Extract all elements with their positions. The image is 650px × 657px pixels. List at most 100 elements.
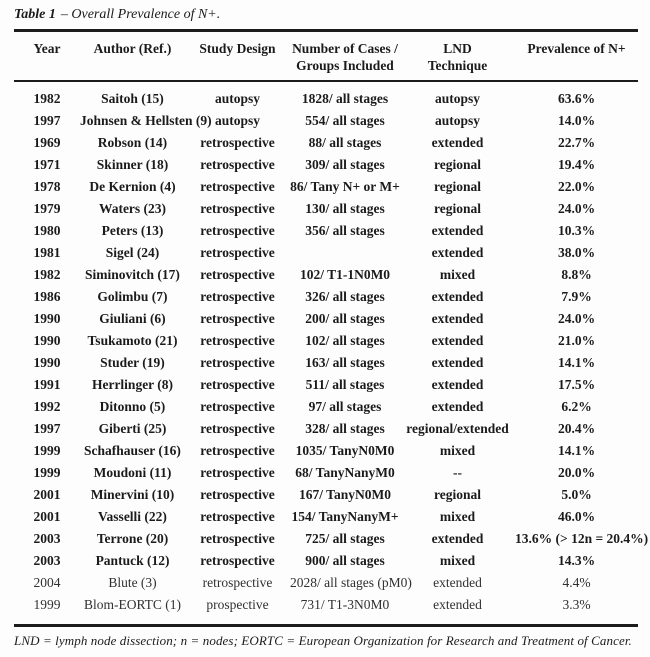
cell-year: 1969 (33, 135, 61, 150)
cell-author: Studer (19) (100, 355, 165, 370)
cell-study-design: retrospective (200, 333, 275, 348)
cell-author: Tsukamoto (21) (87, 333, 178, 348)
cell-year: 1990 (33, 311, 61, 326)
cell-cases: 326/ all stages (305, 289, 385, 304)
cell-lnd-technique: extended (431, 135, 484, 150)
table-row: 1986 Golimbu (7) retrospective 326/ all … (14, 286, 638, 308)
cell-cases: 309/ all stages (305, 157, 385, 172)
cell-author: De Kernion (4) (89, 179, 176, 194)
cell-study-design: retrospective (200, 355, 275, 370)
cell-study-design: prospective (206, 597, 269, 612)
cell-study-design: autopsy (214, 113, 260, 128)
cell-cases: 97/ all stages (308, 399, 382, 414)
cell-study-design: retrospective (200, 443, 275, 458)
cell-author: Blom-EORTC (1) (83, 597, 182, 612)
cell-year: 1991 (33, 377, 61, 392)
cell-author: Siminovitch (17) (85, 267, 180, 282)
cell-study-design: retrospective (200, 311, 275, 326)
cell-study-design: retrospective (200, 135, 275, 150)
cell-author: Vasselli (22) (98, 509, 167, 524)
table-row: 2003 Terrone (20) retrospective 725/ all… (14, 528, 649, 550)
header-lnd-technique: LND Technique (400, 32, 515, 82)
cell-cases: 1828/ all stages (301, 91, 389, 106)
table-row: 2003 Pantuck (12) retrospective 900/ all… (14, 550, 638, 572)
cell-cases: 900/ all stages (305, 553, 385, 568)
cell-author: Minervini (10) (90, 487, 175, 502)
cell-study-design: retrospective (200, 377, 275, 392)
cell-cases: 130/ all stages (305, 201, 385, 216)
cell-prevalence: 14.1% (557, 443, 596, 458)
cell-year: 1999 (33, 597, 61, 612)
cell-author: Golimbu (7) (97, 289, 168, 304)
cell-prevalence: 24.0% (557, 201, 596, 216)
bottom-rule (14, 624, 638, 627)
cell-study-design: retrospective (200, 531, 275, 546)
top-rule (14, 29, 638, 32)
cell-cases: 2028/ all stages (pM0) (290, 575, 412, 590)
cell-prevalence: 14.3% (557, 553, 596, 568)
table-title: Table 1 – Overall Prevalence of N+. (14, 6, 638, 23)
cell-cases (290, 242, 400, 264)
cell-cases: 163/ all stages (305, 355, 385, 370)
cell-author: Ditonno (5) (99, 399, 166, 414)
cell-lnd-technique: extended (431, 289, 484, 304)
cell-lnd-technique: extended (431, 377, 484, 392)
cell-author: Robson (14) (97, 135, 168, 150)
cell-lnd-technique: extended (431, 311, 484, 326)
cell-prevalence: 8.8% (561, 267, 592, 282)
cell-author: Peters (13) (101, 223, 164, 238)
cell-cases: 68/ TanyNanyM0 (295, 465, 395, 480)
cell-study-design: retrospective (200, 267, 275, 282)
cell-year: 2003 (33, 553, 61, 568)
table-row: 2004 Blute (3) retrospective 2028/ all s… (14, 572, 638, 594)
cell-author: Pantuck (12) (95, 553, 170, 568)
cell-prevalence: 20.0% (557, 465, 596, 480)
cell-lnd-technique: extended (431, 399, 484, 414)
cell-lnd-technique: -- (453, 465, 462, 480)
cell-study-design: retrospective (200, 289, 275, 304)
cell-year: 2001 (33, 487, 61, 502)
cell-prevalence: 21.0% (557, 333, 596, 348)
cell-author: Sigel (24) (105, 245, 160, 260)
table-row: 1999 Schafhauser (16) retrospective 1035… (14, 440, 638, 462)
cell-lnd-technique: mixed (439, 553, 476, 568)
cell-lnd-technique: extended (431, 245, 484, 260)
cell-prevalence: 19.4% (557, 157, 596, 172)
cell-prevalence: 14.0% (557, 113, 596, 128)
cell-study-design: retrospective (200, 179, 275, 194)
cell-author: Moudoni (11) (93, 465, 172, 480)
cell-author: Herrlinger (8) (91, 377, 174, 392)
cell-study-design: retrospective (200, 487, 275, 502)
table-row: 1991 Herrlinger (8) retrospective 511/ a… (14, 374, 638, 396)
cell-prevalence: 10.3% (557, 223, 596, 238)
cell-cases: 102/ all stages (305, 333, 385, 348)
cell-lnd-technique: extended (431, 223, 484, 238)
cell-prevalence: 4.4% (562, 575, 591, 590)
cell-cases: 88/ all stages (308, 135, 382, 150)
cell-prevalence: 63.6% (557, 91, 596, 106)
cell-author: Terrone (20) (96, 531, 169, 546)
cell-author: Schafhauser (16) (84, 443, 181, 458)
cell-year: 1979 (33, 201, 61, 216)
cell-year: 1982 (33, 91, 61, 106)
cell-year: 1980 (33, 223, 61, 238)
table-row: 1990 Studer (19) retrospective 163/ all … (14, 352, 638, 374)
cell-year: 1997 (33, 113, 61, 128)
cell-year: 2001 (33, 509, 61, 524)
table-row: 1997 Giberti (25) retrospective 328/ all… (14, 418, 638, 440)
cell-author: Saitoh (15) (101, 91, 164, 106)
header-year: Year (14, 32, 80, 82)
table-row: 1980 Peters (13) retrospective 356/ all … (14, 220, 638, 242)
cell-lnd-technique: regional (434, 179, 481, 194)
cell-cases: 725/ all stages (305, 531, 385, 546)
cell-prevalence: 20.4% (557, 421, 596, 436)
cell-cases: 328/ all stages (305, 421, 385, 436)
cell-cases: 356/ all stages (305, 223, 385, 238)
header-cases: Number of Cases / Groups Included (290, 32, 400, 82)
footnote: LND = lymph node dissection; n = nodes; … (14, 633, 632, 648)
table-row: 2001 Vasselli (22) retrospective 154/ Ta… (14, 506, 638, 528)
cell-lnd-technique: extended (431, 355, 484, 370)
cell-year: 1978 (33, 179, 61, 194)
table-row: 2001 Minervini (10) retrospective 167/ T… (14, 484, 638, 506)
cell-lnd-technique: extended (433, 597, 482, 612)
